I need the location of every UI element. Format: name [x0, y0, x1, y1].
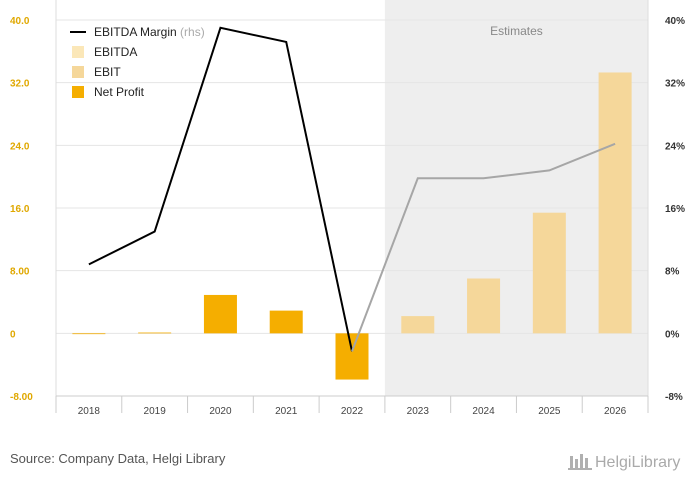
right-tick-label: 16%	[665, 204, 685, 215]
x-tick-label: 2026	[604, 406, 627, 417]
legend-label-ebitda: EBITDA	[94, 45, 137, 59]
legend-note: (rhs)	[177, 25, 205, 39]
bar-ebit	[532, 212, 566, 334]
right-tick-label: 32%	[665, 79, 685, 90]
x-tick-label: 2025	[538, 406, 561, 417]
left-tick-label: 24.0	[10, 141, 30, 152]
legend-label-ebitda-margin: EBITDA Margin (rhs)	[94, 25, 205, 39]
x-tick-label: 2018	[78, 406, 101, 417]
left-tick-label: 32.0	[10, 79, 30, 90]
x-tick-label: 2021	[275, 406, 298, 417]
x-tick-label: 2023	[407, 406, 430, 417]
right-tick-label: -8%	[665, 392, 683, 403]
bar-net-profit	[335, 333, 369, 380]
x-tick-label: 2020	[209, 406, 232, 417]
legend-swatch-ebit	[72, 66, 84, 78]
source-note: Source: Company Data, Helgi Library	[10, 451, 226, 466]
brand-name: HelgiLibrary	[595, 454, 680, 471]
bar-ebit	[467, 278, 501, 334]
right-tick-label: 24%	[665, 141, 685, 152]
bar-ebit	[401, 316, 435, 334]
bar-net-profit	[269, 310, 303, 334]
bar-ebit	[598, 72, 632, 334]
estimates-label: Estimates	[490, 24, 543, 38]
ebitda-margin-line	[88, 26, 353, 352]
bar-net-profit	[72, 333, 106, 335]
x-tick-label: 2024	[472, 406, 495, 417]
x-tick-label: 2022	[341, 406, 364, 417]
bar-net-profit	[138, 332, 172, 334]
bar-net-profit	[203, 294, 237, 334]
left-tick-label: 0	[10, 329, 16, 340]
legend: EBITDA Margin (rhs) EBITDA EBIT Net Profit	[70, 25, 205, 99]
library-icon	[568, 454, 592, 470]
left-tick-label: 40.0	[10, 16, 30, 27]
right-tick-label: 8%	[665, 267, 680, 278]
legend-label-net-profit: Net Profit	[94, 85, 145, 99]
brand-logo: HelgiLibrary	[568, 454, 680, 471]
left-tick-label: -8.00	[10, 392, 33, 403]
ebitda-margin-estimate-line	[351, 142, 616, 352]
legend-swatch-net-profit	[72, 86, 84, 98]
lines	[88, 26, 616, 352]
legend-swatch-ebitda	[72, 46, 84, 58]
x-tick-label: 2019	[144, 406, 167, 417]
legend-label-ebit: EBIT	[94, 65, 121, 79]
bars	[72, 72, 632, 380]
right-tick-label: 40%	[665, 16, 685, 27]
axes: -8.00 0 8.00 16.0 24.0 32.0 40.0 -8% 0% 8% 16% 24% 3…	[10, 0, 685, 417]
left-tick-label: 8.00	[10, 267, 30, 278]
left-tick-label: 16.0	[10, 204, 30, 215]
right-tick-label: 0%	[665, 329, 680, 340]
